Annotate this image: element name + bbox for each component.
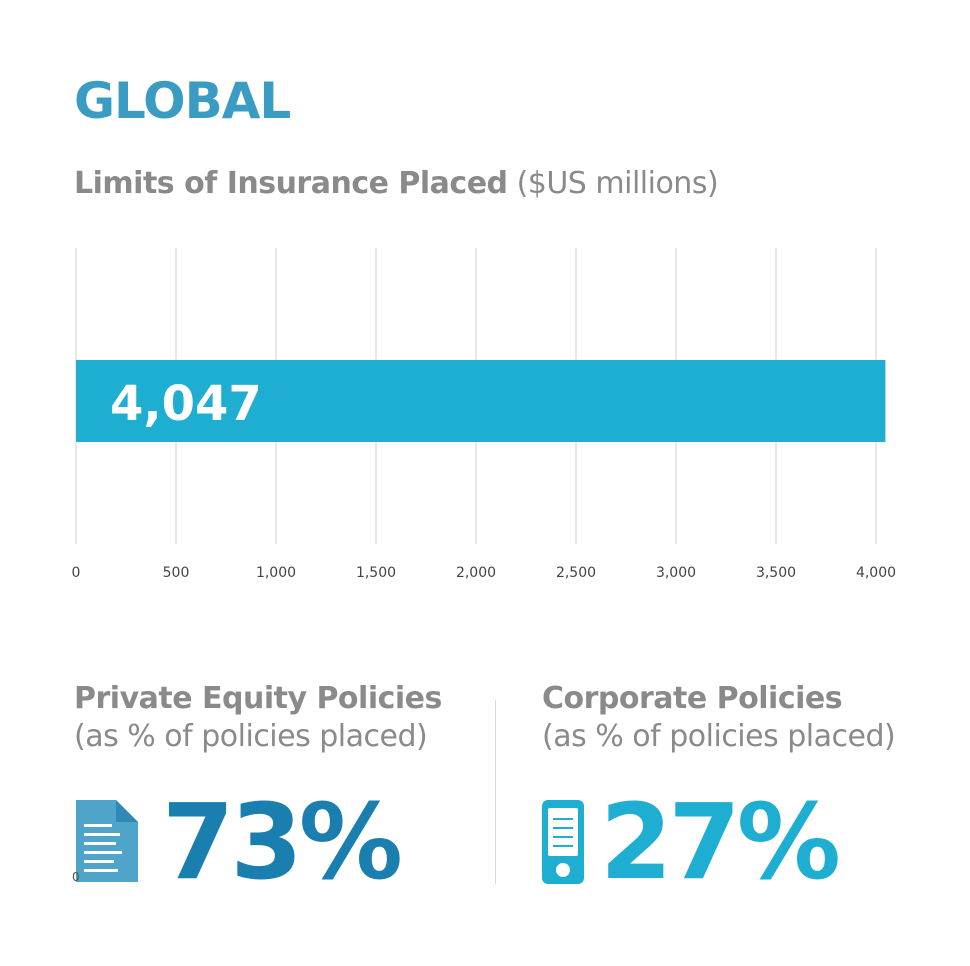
phone-icon — [542, 800, 584, 884]
x-tick-label: 4,000 — [856, 565, 896, 581]
left-stat-subheading: (as % of policies placed) — [74, 719, 428, 754]
x-tick-label: 500 — [163, 565, 190, 581]
left-stat-heading-block: Private Equity Policies (as % of policie… — [74, 680, 442, 756]
x-tick-label: 1,000 — [256, 565, 296, 581]
right-stat-subheading: (as % of policies placed) — [542, 719, 896, 754]
document-icon — [76, 800, 138, 882]
x-tick-label: 1,500 — [356, 565, 396, 581]
left-stat-heading: Private Equity Policies — [74, 681, 442, 716]
subtitle-strong: Limits of Insurance Placed — [74, 166, 508, 201]
right-stat-heading-block: Corporate Policies (as % of policies pla… — [542, 680, 896, 756]
bar-chart: 0 500 1,000 1,500 2,000 2,500 3,000 3,500 4,000 4… — [72, 248, 896, 581]
x-tick-label: 0 — [72, 565, 81, 581]
subtitle-unit: ($US millions) — [516, 166, 719, 201]
right-stat-heading: Corporate Policies — [542, 681, 843, 716]
stray-axis-label: 0 — [72, 870, 80, 884]
page-title: GLOBAL — [74, 72, 291, 130]
x-tick-label: 2,000 — [456, 565, 496, 581]
x-tick-label: 2,500 — [556, 565, 596, 581]
vertical-divider — [495, 700, 496, 884]
bar-data-label: 4,047 — [110, 376, 262, 432]
chart-subtitle: Limits of Insurance Placed ($US millions… — [74, 166, 719, 201]
left-stat-value: 73% — [162, 781, 403, 903]
right-stat-value: 27% — [600, 781, 841, 903]
bar — [76, 360, 886, 442]
x-tick-label: 3,000 — [656, 565, 696, 581]
x-tick-label: 3,500 — [756, 565, 796, 581]
